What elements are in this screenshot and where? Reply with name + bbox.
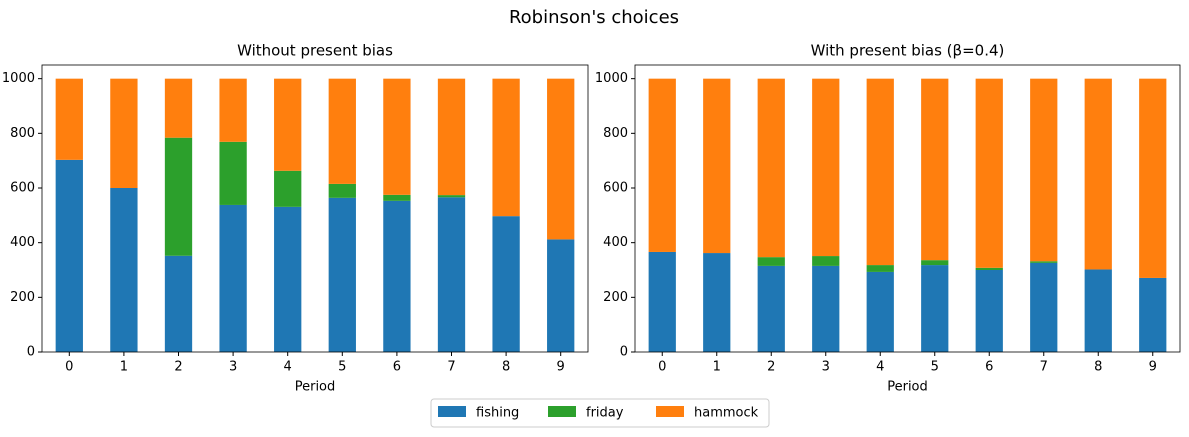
axes-frame bbox=[41, 64, 589, 353]
bar-segment bbox=[274, 206, 302, 352]
legend-label: friday bbox=[586, 406, 624, 421]
y-tick-label: 800 bbox=[10, 126, 35, 141]
bar-segment bbox=[812, 256, 840, 266]
x-tick-label: 0 bbox=[65, 360, 73, 375]
axis-title: With present bias (β=0.4) bbox=[811, 42, 1005, 60]
bar-segment bbox=[812, 265, 840, 352]
bar-segment bbox=[164, 137, 193, 256]
axes-frame bbox=[634, 64, 1181, 353]
x-tick-label: 5 bbox=[338, 360, 346, 375]
x-tick-label: 2 bbox=[174, 360, 182, 375]
legend-swatch bbox=[548, 406, 576, 417]
bar-segment bbox=[1030, 261, 1058, 263]
y-tick-label: 0 bbox=[620, 345, 628, 360]
bar-segment bbox=[866, 78, 894, 266]
y-tick-label: 400 bbox=[10, 235, 35, 250]
legend-label: fishing bbox=[476, 406, 519, 421]
bar-segment bbox=[55, 78, 83, 160]
x-tick-label: 8 bbox=[1094, 360, 1102, 375]
bar-segment bbox=[921, 78, 949, 261]
bar-segment bbox=[328, 78, 356, 184]
bar-segment bbox=[757, 78, 785, 258]
bar-segment bbox=[866, 265, 894, 272]
bar-segment bbox=[274, 170, 302, 207]
axis-title: Without present bias bbox=[237, 42, 393, 60]
bar-segment bbox=[328, 183, 356, 198]
bar-segment bbox=[383, 78, 411, 195]
bar-segment bbox=[110, 188, 138, 352]
x-tick-label: 3 bbox=[822, 360, 830, 375]
x-tick-label: 7 bbox=[1040, 360, 1048, 375]
x-tick-label: 9 bbox=[557, 360, 565, 375]
bar-segment bbox=[1084, 269, 1112, 352]
legend-label: hammock bbox=[694, 406, 759, 421]
bar-segment bbox=[437, 195, 466, 198]
y-tick-label: 200 bbox=[603, 290, 628, 305]
x-axis-label: Period bbox=[295, 380, 336, 395]
bar-segment bbox=[975, 78, 1003, 268]
y-tick-label: 800 bbox=[603, 126, 628, 141]
bar-segment bbox=[703, 78, 731, 254]
legend-swatch bbox=[656, 406, 684, 417]
x-tick-label: 9 bbox=[1149, 360, 1157, 375]
bar-segment bbox=[975, 267, 1003, 270]
x-tick-label: 6 bbox=[393, 360, 401, 375]
bar-segment bbox=[1084, 78, 1112, 270]
bar-segment bbox=[921, 260, 949, 266]
bar-segment bbox=[383, 200, 411, 352]
bar-segment bbox=[757, 257, 785, 266]
bar-segment bbox=[437, 78, 466, 196]
legend-box bbox=[430, 398, 770, 428]
x-tick-label: 6 bbox=[985, 360, 993, 375]
bar-segment bbox=[55, 159, 83, 352]
bar-segment bbox=[975, 270, 1003, 352]
bar-segment bbox=[164, 255, 193, 352]
bar-segment bbox=[164, 78, 193, 138]
y-tick-label: 1000 bbox=[595, 71, 628, 86]
bar-segment bbox=[328, 197, 356, 352]
figure-title: Robinson's choices bbox=[509, 7, 679, 28]
bar-segment bbox=[1139, 78, 1167, 278]
x-tick-label: 1 bbox=[713, 360, 721, 375]
bar-segment bbox=[648, 78, 676, 252]
bar-segment bbox=[547, 239, 575, 352]
bar-segment bbox=[437, 197, 466, 352]
bar-segment bbox=[219, 78, 247, 142]
legend-swatch bbox=[438, 406, 466, 417]
bar-segment bbox=[812, 78, 840, 257]
bar-segment bbox=[1030, 262, 1058, 352]
bar-segment bbox=[110, 78, 138, 188]
bar-segment bbox=[648, 251, 676, 352]
x-tick-label: 3 bbox=[229, 360, 237, 375]
y-tick-label: 0 bbox=[27, 345, 35, 360]
bar-segment bbox=[547, 78, 575, 240]
x-tick-label: 4 bbox=[284, 360, 292, 375]
x-tick-label: 1 bbox=[120, 360, 128, 375]
y-tick-label: 600 bbox=[10, 181, 35, 196]
bar-segment bbox=[866, 271, 894, 352]
bar-segment bbox=[219, 141, 247, 205]
bar-segment bbox=[383, 194, 411, 201]
bar-segment bbox=[921, 265, 949, 352]
x-tick-label: 0 bbox=[658, 360, 666, 375]
y-tick-label: 200 bbox=[10, 290, 35, 305]
y-tick-label: 1000 bbox=[2, 71, 35, 86]
y-tick-label: 400 bbox=[603, 235, 628, 250]
bar-segment bbox=[1139, 277, 1167, 352]
bar-segment bbox=[492, 216, 520, 352]
y-tick-label: 600 bbox=[603, 181, 628, 196]
x-tick-label: 8 bbox=[502, 360, 510, 375]
x-tick-label: 7 bbox=[447, 360, 455, 375]
bar-segment bbox=[492, 78, 520, 217]
x-tick-label: 2 bbox=[767, 360, 775, 375]
bar-segment bbox=[219, 204, 247, 352]
bar-segment bbox=[274, 78, 302, 171]
x-tick-label: 4 bbox=[876, 360, 884, 375]
x-tick-label: 5 bbox=[931, 360, 939, 375]
bar-segment bbox=[703, 253, 731, 352]
bar-segment bbox=[757, 265, 785, 352]
bar-segment bbox=[1030, 78, 1058, 262]
x-axis-label: Period bbox=[887, 380, 928, 395]
